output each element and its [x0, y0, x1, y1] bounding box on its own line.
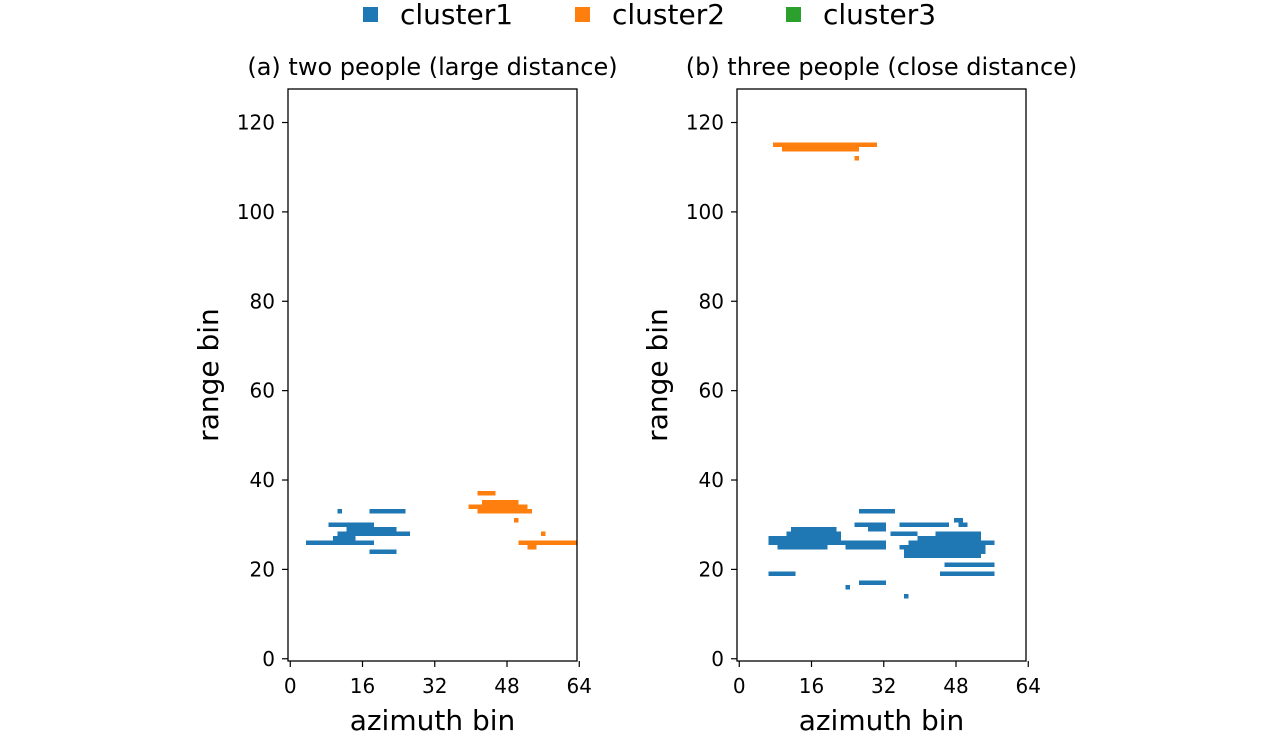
x-tick-label: 16: [799, 674, 824, 698]
panel-a: (a) two people (large distance) 0 16 32 48 64…: [192, 53, 618, 734]
chart-title: (a) two people (large distance): [247, 53, 617, 81]
cell-cluster1: [917, 535, 981, 541]
x-tick-label: 64: [1016, 674, 1041, 698]
y-tick-label: 80: [250, 289, 275, 313]
cell-cluster1: [958, 522, 968, 527]
cell-cluster1: [369, 549, 397, 554]
cell-cluster1: [867, 526, 887, 532]
cell-cluster1: [337, 531, 410, 536]
y-axis-label: range bin: [641, 308, 674, 442]
cell-cluster1: [904, 593, 909, 599]
y-tick-label: 20: [250, 557, 275, 581]
cell-cluster1: [899, 522, 950, 527]
y-tick-label: 100: [237, 200, 275, 224]
cell-cluster2: [540, 531, 546, 536]
cell-cluster1: [333, 535, 356, 541]
y-tick-label: 80: [699, 289, 724, 313]
cell-cluster2: [518, 540, 577, 545]
cell-cluster1: [306, 540, 374, 545]
data-cells: [768, 142, 995, 599]
cell-cluster2: [468, 504, 528, 510]
x-axis-label: azimuth bin: [799, 704, 965, 734]
cell-cluster1: [786, 531, 841, 536]
cell-cluster1: [904, 549, 986, 554]
cell-cluster1: [899, 544, 986, 550]
x-axis-label: azimuth bin: [350, 704, 516, 734]
y-tick-label: 40: [699, 468, 724, 492]
cell-cluster1: [845, 544, 887, 550]
legend-swatch-cluster1: [363, 7, 378, 22]
cell-cluster1: [953, 518, 963, 523]
cell-cluster1: [346, 526, 374, 532]
y-tick-label: 60: [250, 379, 275, 403]
y-tick-label: 0: [711, 647, 724, 671]
chart-title: (b) three people (close distance): [686, 53, 1078, 81]
x-tick-label: 32: [871, 674, 896, 698]
cell-cluster1: [369, 526, 397, 532]
cell-cluster1: [940, 571, 995, 577]
legend-swatch-cluster3: [786, 7, 801, 22]
legend-entry-cluster2: cluster2: [575, 0, 725, 31]
cell-cluster2: [782, 147, 859, 152]
cell-cluster1: [944, 562, 995, 568]
cell-cluster2: [477, 491, 496, 496]
legend-label-cluster1: cluster1: [400, 0, 513, 31]
x-tick-label: 16: [350, 674, 375, 698]
cell-cluster2: [854, 156, 859, 161]
cell-cluster1: [858, 509, 896, 514]
cell-cluster1: [777, 544, 828, 550]
x-tick-label: 0: [284, 674, 297, 698]
cell-cluster1: [854, 522, 887, 527]
legend: cluster1 cluster2 cluster3: [363, 0, 936, 31]
cell-cluster1: [369, 509, 406, 514]
cell-cluster1: [768, 571, 796, 577]
cell-cluster1: [328, 522, 374, 527]
axes-frame: [287, 88, 578, 662]
series-cluster1: [768, 509, 995, 599]
legend-entry-cluster1: cluster1: [363, 0, 513, 31]
cell-cluster2: [482, 500, 519, 505]
legend-label-cluster3: cluster3: [823, 0, 936, 31]
cell-cluster1: [768, 540, 887, 545]
panel-b: (b) three people (close distance) 0 16 32 48…: [641, 53, 1077, 734]
axes-frame: [736, 88, 1027, 662]
cell-cluster1: [845, 585, 850, 590]
series-cluster1: [306, 509, 410, 554]
cell-cluster1: [908, 540, 995, 545]
y-tick-label: 20: [699, 557, 724, 581]
x-tick-label: 32: [422, 674, 447, 698]
cell-cluster1: [935, 531, 981, 536]
y-tick-label: 120: [237, 111, 275, 135]
y-axis-label: range bin: [192, 308, 225, 442]
cell-cluster1: [791, 526, 837, 532]
y-tick-label: 0: [262, 647, 275, 671]
cell-cluster2: [527, 544, 537, 550]
data-cells: [306, 491, 577, 554]
cell-cluster1: [904, 553, 981, 559]
x-tick-label: 48: [943, 674, 968, 698]
cell-cluster1: [890, 531, 918, 536]
y-tick-label: 40: [250, 468, 275, 492]
cell-cluster1: [858, 580, 887, 586]
y-tick-label: 120: [686, 111, 724, 135]
cell-cluster1: [337, 509, 343, 514]
cell-cluster2: [773, 142, 877, 148]
x-tick-label: 64: [567, 674, 592, 698]
legend-label-cluster2: cluster2: [612, 0, 725, 31]
legend-entry-cluster3: cluster3: [786, 0, 936, 31]
legend-swatch-cluster2: [575, 7, 590, 22]
x-tick-label: 48: [494, 674, 519, 698]
cell-cluster2: [513, 518, 519, 523]
cell-cluster1: [768, 535, 841, 541]
cell-cluster2: [477, 509, 532, 514]
y-tick-label: 60: [699, 379, 724, 403]
x-tick-label: 0: [733, 674, 746, 698]
series-cluster2: [773, 142, 877, 161]
y-tick-label: 100: [686, 200, 724, 224]
series-cluster2: [468, 491, 577, 550]
